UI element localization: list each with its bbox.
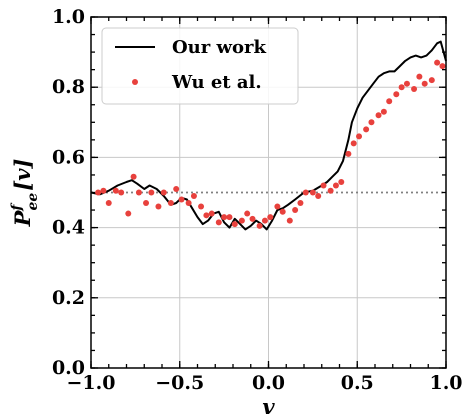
legend-label-our-work: Our work — [172, 37, 267, 58]
data-point-wu-et-al-56 — [428, 77, 435, 84]
data-point-wu-et-al-25 — [244, 210, 251, 217]
data-point-wu-et-al-12 — [167, 200, 174, 207]
x-tick-label-1: −0.5 — [155, 372, 204, 394]
data-point-wu-et-al-20 — [215, 219, 222, 226]
data-point-wu-et-al-18 — [203, 212, 210, 219]
data-point-wu-et-al-28 — [261, 217, 268, 224]
data-point-wu-et-al-35 — [302, 189, 309, 196]
legend: Our work Wu et al. — [101, 27, 299, 105]
data-point-wu-et-al-5 — [125, 210, 132, 217]
data-point-wu-et-al-1 — [100, 187, 107, 194]
y-tick-label-1: 0.2 — [52, 287, 85, 309]
data-point-wu-et-al-14 — [178, 196, 185, 203]
data-point-wu-et-al-4 — [118, 189, 125, 196]
y-label-argument: [v] — [10, 159, 35, 191]
y-label-subscript: ee — [25, 193, 41, 211]
y-label-base: P — [10, 209, 35, 227]
data-point-wu-et-al-37 — [315, 193, 322, 200]
data-point-wu-et-al-42 — [345, 150, 352, 157]
x-tick-label-3: 0.5 — [341, 372, 374, 394]
data-point-wu-et-al-3 — [112, 187, 119, 194]
ticks — [90, 16, 447, 369]
data-point-wu-et-al-47 — [375, 112, 382, 119]
data-point-wu-et-al-32 — [286, 217, 293, 224]
y-tick-labels: 0.0 0.2 0.4 0.6 0.8 1.0 — [52, 6, 85, 379]
x-tick-label-2: 0.0 — [252, 372, 285, 394]
data-point-wu-et-al-48 — [380, 108, 387, 115]
data-point-wu-et-al-11 — [160, 189, 167, 196]
data-point-wu-et-al-46 — [368, 119, 375, 126]
data-point-wu-et-al-16 — [190, 193, 197, 200]
data-point-wu-et-al-0 — [95, 189, 102, 196]
data-point-wu-et-al-41 — [338, 178, 345, 185]
data-point-wu-et-al-27 — [256, 222, 263, 229]
y-tick-label-0: 0.0 — [52, 357, 85, 379]
data-point-wu-et-al-52 — [403, 80, 410, 87]
y-tick-label-5: 1.0 — [52, 6, 85, 28]
data-point-wu-et-al-29 — [267, 214, 274, 221]
data-point-wu-et-al-50 — [393, 91, 400, 98]
y-tick-label-4: 0.8 — [52, 76, 85, 98]
data-point-wu-et-al-43 — [350, 140, 357, 147]
data-point-wu-et-al-54 — [416, 73, 423, 80]
data-point-wu-et-al-44 — [356, 133, 363, 140]
x-tick-label-4: 1.0 — [429, 372, 462, 394]
data-point-wu-et-al-9 — [148, 189, 155, 196]
data-point-wu-et-al-10 — [155, 203, 162, 210]
data-point-wu-et-al-36 — [309, 189, 316, 196]
legend-dot-sample — [132, 79, 138, 85]
x-axis-label: v — [262, 394, 275, 418]
data-point-wu-et-al-17 — [198, 203, 205, 210]
series-line-our-work — [90, 40, 447, 231]
data-point-wu-et-al-19 — [208, 210, 215, 217]
data-point-wu-et-al-6 — [130, 173, 137, 180]
legend-label-wu-et-al: Wu et al. — [171, 72, 262, 93]
data-point-wu-et-al-23 — [231, 221, 238, 228]
y-tick-label-3: 0.6 — [52, 146, 85, 168]
data-point-wu-et-al-30 — [274, 203, 281, 210]
data-point-wu-et-al-2 — [105, 200, 112, 207]
data-point-wu-et-al-22 — [226, 214, 233, 221]
data-point-wu-et-al-21 — [221, 214, 228, 221]
data-point-wu-et-al-40 — [332, 182, 339, 189]
data-point-wu-et-al-38 — [320, 182, 327, 189]
data-point-wu-et-al-15 — [185, 200, 192, 207]
data-point-wu-et-al-58 — [439, 63, 446, 70]
data-point-wu-et-al-39 — [327, 187, 334, 194]
x-tick-label-0: −1.0 — [67, 372, 116, 394]
y-axis-label: Pfee [v] — [9, 159, 41, 228]
data-point-wu-et-al-45 — [363, 126, 370, 133]
x-tick-labels: −1.0 −0.5 0.0 0.5 1.0 — [67, 372, 463, 394]
series-layer — [90, 40, 447, 231]
data-point-wu-et-al-31 — [279, 208, 286, 215]
y-tick-label-2: 0.4 — [52, 217, 85, 239]
data-point-wu-et-al-8 — [143, 200, 150, 207]
data-point-wu-et-al-51 — [398, 84, 405, 91]
data-point-wu-et-al-55 — [421, 80, 428, 87]
data-point-wu-et-al-26 — [249, 215, 256, 222]
data-point-wu-et-al-33 — [292, 207, 299, 214]
data-point-wu-et-al-13 — [173, 185, 180, 192]
data-point-wu-et-al-57 — [434, 59, 441, 66]
data-point-wu-et-al-49 — [386, 98, 393, 105]
data-point-wu-et-al-7 — [135, 189, 142, 196]
y-label-superscript: f — [9, 202, 25, 212]
data-point-wu-et-al-53 — [411, 85, 418, 92]
data-point-wu-et-al-24 — [238, 217, 245, 224]
data-point-wu-et-al-34 — [297, 200, 304, 207]
